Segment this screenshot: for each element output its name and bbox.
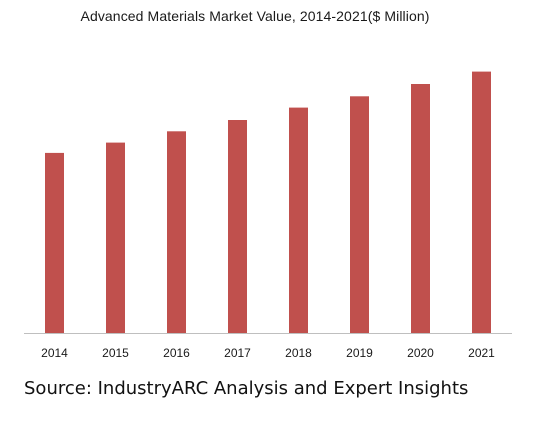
x-tick-label-2020: 2020 [407, 346, 434, 360]
x-tick-label-2019: 2019 [346, 346, 373, 360]
bar-2020 [411, 84, 430, 333]
bar-2016 [167, 131, 186, 333]
bar-2014 [45, 152, 64, 333]
x-tick-label-2018: 2018 [285, 346, 312, 360]
bar-2021 [472, 71, 491, 333]
source-note: Source: IndustryARC Analysis and Expert … [24, 378, 469, 399]
x-tick-label-2014: 2014 [41, 346, 68, 360]
chart-title: Advanced Materials Market Value, 2014-20… [80, 8, 430, 24]
x-tick-labels: 2014 2015 2016 2017 2018 2019 2020 2021 [41, 346, 495, 360]
x-tick-label-2017: 2017 [224, 346, 251, 360]
bar-2019 [350, 96, 369, 333]
bar-2015 [106, 142, 125, 333]
bar-2018 [289, 107, 308, 333]
x-tick-label-2016: 2016 [163, 346, 190, 360]
bars-group [45, 71, 491, 333]
x-tick-label-2015: 2015 [102, 346, 129, 360]
bar-2017 [228, 120, 247, 333]
x-tick-label-2021: 2021 [468, 346, 495, 360]
